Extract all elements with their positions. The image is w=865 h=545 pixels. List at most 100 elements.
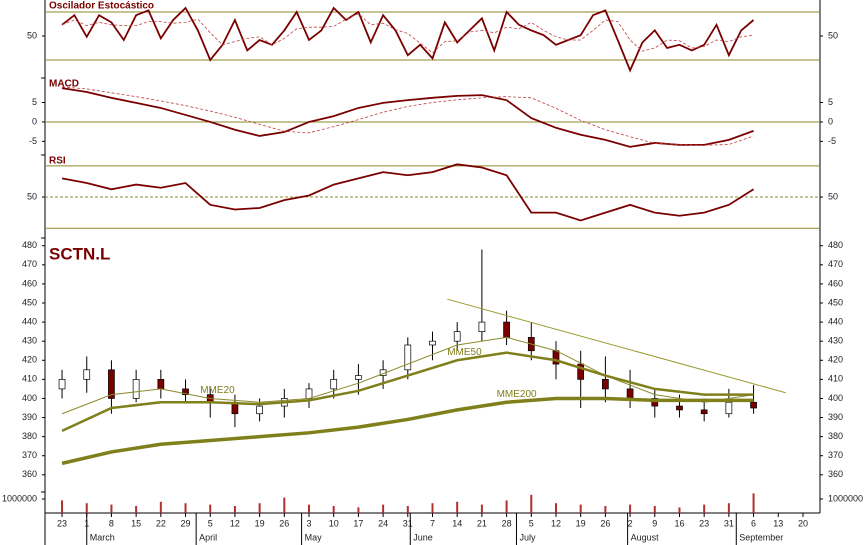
x-tick-label: 15 [131,518,141,528]
y-tick-label: 360 [22,469,37,479]
y-tick-label: 410 [22,374,37,384]
x-tick-label: 5 [208,518,213,528]
y-tick-label: 1000000 [2,493,37,503]
x-tick-label: 10 [329,518,339,528]
y-tick-label-right: 370 [828,450,843,460]
candle-body [355,375,362,380]
month-label: April [199,532,217,542]
y-tick-label-right: 400 [828,393,843,403]
y-tick-label-right: 1000000 [828,493,863,503]
volume-bar [382,504,385,513]
y-tick-label-right: 410 [828,374,843,384]
x-tick-label: 29 [181,518,191,528]
volume-bar [332,506,335,513]
x-tick-label: 6 [751,518,756,528]
candle-body [700,409,708,415]
x-tick-label: 12 [230,518,240,528]
candle-body [750,401,757,409]
series-line [61,87,754,148]
series-line [61,6,755,73]
candle-body [725,401,733,415]
series-line [447,298,786,394]
x-tick-label: 28 [502,518,512,528]
y-tick-label: 470 [22,259,37,269]
y-tick-label: 430 [22,336,37,346]
y-tick-label: 390 [22,412,37,422]
y-tick-label: 420 [22,355,37,365]
y-tick-label-right: 50 [828,191,838,201]
candle-body [503,321,510,338]
candle-body [58,379,66,390]
volume-bar [678,507,681,513]
series-line [61,351,754,433]
month-label: May [305,532,323,542]
volume-bar [283,497,286,513]
x-tick-label: 31 [403,518,413,528]
y-tick-label-right: 450 [828,297,843,307]
y-tick-label-right: 0 [828,116,833,126]
series-line [62,86,754,146]
y-tick-label-right: 50 [828,30,838,40]
candle-body [453,331,461,342]
x-tick-label: 21 [477,518,487,528]
volume-bar [159,501,162,513]
candle-body [108,369,115,399]
volume-bar [727,503,730,513]
volume-bar [61,500,64,513]
y-tick-label-right: 360 [828,469,843,479]
y-tick-label: 0 [32,116,37,126]
volume-bar [480,504,483,513]
y-tick-label: 450 [22,297,37,307]
y-tick-label-right: 460 [828,278,843,288]
volume-bar [554,503,557,513]
volume-bar [357,507,360,513]
y-tick-label: 370 [22,450,37,460]
volume-bar [406,506,409,513]
y-tick-label-right: 420 [828,355,843,365]
volume-bar [209,504,212,513]
x-tick-label: 22 [156,518,166,528]
x-tick-label: 9 [652,518,657,528]
y-tick-label: 480 [22,240,37,250]
x-tick-label: 19 [255,518,265,528]
candle-body [404,344,412,371]
candle-body [256,405,263,415]
candle-body [602,379,609,390]
month-label: March [90,532,115,542]
candle-body [626,388,634,399]
x-tick-label: 13 [773,518,783,528]
volume-bar [233,506,236,513]
month-label: June [413,532,433,542]
candle-body [651,398,659,407]
y-tick-label: -5 [29,136,37,146]
volume-bar [184,503,187,513]
candle-body [182,388,189,395]
x-tick-label: 14 [452,518,462,528]
volume-bar [653,506,656,513]
y-tick-label-right: 380 [828,431,843,441]
y-tick-label: 460 [22,278,37,288]
y-tick-label: 50 [27,191,37,201]
y-tick-label-right: 440 [828,316,843,326]
x-tick-label: 26 [279,518,289,528]
y-tick-label-right: 480 [828,240,843,250]
y-tick-label-right: 390 [828,412,843,422]
y-tick-label-right: 430 [828,336,843,346]
x-tick-label: 31 [724,518,734,528]
x-tick-label: 20 [798,518,808,528]
series-line [61,396,754,466]
panel-title: MACD [49,79,79,90]
y-tick-label-right: -5 [828,136,836,146]
volume-bar [579,504,582,513]
series-line [61,163,755,222]
volume-bar [110,504,113,513]
y-tick-label: 50 [27,30,37,40]
panel-title: Oscilador Estocástico [49,1,154,12]
volume-bar [85,503,88,513]
candle-body [429,340,436,346]
y-tick-label: 380 [22,431,37,441]
candle-body [478,321,486,332]
x-tick-label: 12 [551,518,561,528]
x-tick-label: 2 [628,518,633,528]
x-tick-label: 24 [378,518,388,528]
